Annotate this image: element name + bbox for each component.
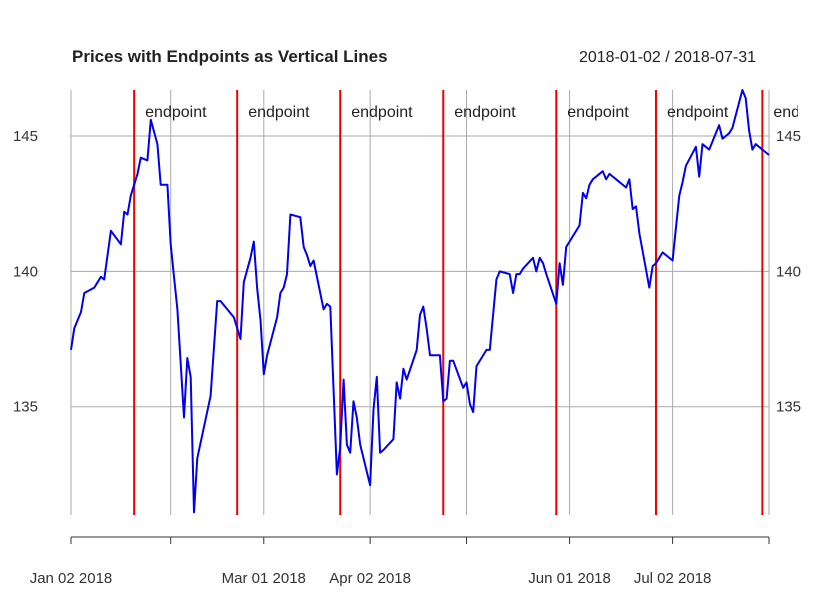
endpoint-label: endpoint <box>567 104 629 121</box>
x-tick-label: Apr 02 2018 <box>329 570 411 587</box>
x-tick-label: Jan 02 2018 <box>30 570 113 587</box>
axes: Jan 02 2018 Mar 01 2018 Apr 02 2018 Jun 01 … <box>30 536 770 587</box>
endpoint-label: endpoint <box>351 104 413 121</box>
endpoint-label: endpoint <box>667 104 729 121</box>
endpoint-label: endpoint <box>773 104 835 121</box>
x-tick-label: Jun 01 2018 <box>528 570 611 587</box>
y-tick-label-left: 140 <box>13 263 38 280</box>
y-tick-label-left: 135 <box>13 399 38 416</box>
y-tick-label-left: 145 <box>13 128 38 145</box>
chart-title: Prices with Endpoints as Vertical Lines <box>72 47 388 66</box>
x-tick-label: Mar 01 2018 <box>222 570 306 587</box>
x-tick-label: Jul 02 2018 <box>634 570 712 587</box>
price-series <box>70 89 770 514</box>
endpoint-label: endpoint <box>248 104 310 121</box>
endpoint-label: endpoint <box>454 104 516 121</box>
y-tick-label-right: 145 <box>776 128 801 145</box>
y-tick-label-right: 135 <box>776 399 801 416</box>
price-line <box>70 89 770 514</box>
date-range-label: 2018-01-02 / 2018-07-31 <box>579 49 756 66</box>
grid: 135 135 140 140 145 145 <box>13 90 801 515</box>
endpoint-lines: endpoint endpoint endpoint endpoint endpoint… <box>133 90 835 515</box>
endpoint-label: endpoint <box>145 104 207 121</box>
y-tick-label-right: 140 <box>776 263 801 280</box>
